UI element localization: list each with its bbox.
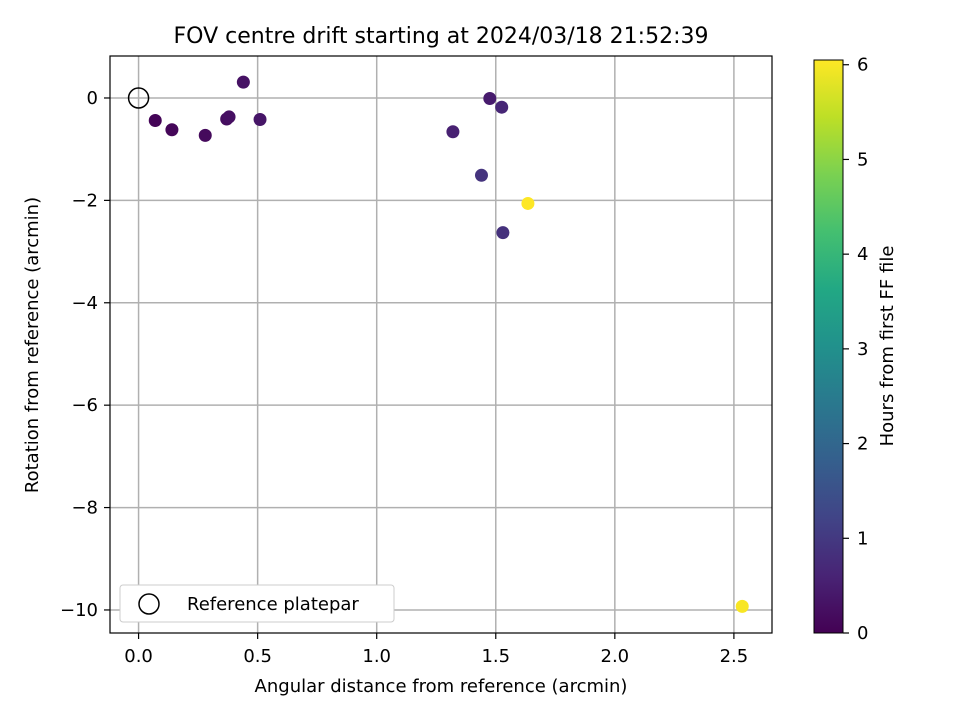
colorbar-tick-label: 4 <box>857 244 868 265</box>
data-point <box>446 125 460 139</box>
data-point <box>148 114 162 128</box>
grid-lines <box>110 56 772 633</box>
data-point <box>165 123 179 137</box>
legend: Reference platepar <box>119 584 395 623</box>
data-point <box>222 110 236 124</box>
x-tick-label: 1.5 <box>481 646 510 667</box>
x-axis-label: Angular distance from reference (arcmin) <box>255 676 628 697</box>
legend-box <box>119 584 395 623</box>
reference-marker <box>127 87 150 109</box>
data-point <box>474 168 488 182</box>
data-point <box>198 128 212 142</box>
colorbar-ticks: 0 1 2 3 4 5 6 <box>843 55 868 644</box>
plot-frame <box>109 55 773 634</box>
x-axis-ticks: 0.0 0.5 1.0 1.5 2.0 2.5 <box>124 633 748 667</box>
y-tick-label: −8 <box>71 498 98 519</box>
colorbar-label: Hours from first FF file <box>877 246 898 447</box>
data-point <box>735 599 749 613</box>
y-axis-ticks: 0 −2 −4 −6 −8 −10 <box>60 88 110 621</box>
x-tick-label: 0.5 <box>243 646 272 667</box>
chart-title: FOV centre drift starting at 2024/03/18 … <box>174 24 709 49</box>
colorbar-tick-label: 6 <box>857 55 868 76</box>
y-tick-label: −4 <box>71 293 98 314</box>
x-tick-label: 2.5 <box>720 646 749 667</box>
colorbar-tick-label: 5 <box>857 149 868 170</box>
data-point <box>483 91 497 105</box>
colorbar-tick-label: 3 <box>857 339 868 360</box>
colorbar-tick-label: 1 <box>857 528 868 549</box>
y-tick-label: −2 <box>71 190 98 211</box>
data-point <box>495 100 509 114</box>
x-tick-label: 2.0 <box>601 646 630 667</box>
x-tick-label: 0.0 <box>124 646 153 667</box>
y-tick-label: −6 <box>71 395 98 416</box>
data-point <box>521 196 535 210</box>
data-point <box>253 112 267 126</box>
colorbar-gradient <box>813 59 844 634</box>
y-tick-label: −10 <box>60 600 98 621</box>
legend-marker <box>138 593 160 615</box>
colorbar-tick-label: 2 <box>857 434 868 455</box>
data-point <box>236 75 250 89</box>
data-point <box>496 226 510 240</box>
colorbar-tick-label: 0 <box>857 623 868 644</box>
colorbar: 0 1 2 3 4 5 6 Hours from first FF file <box>813 55 898 644</box>
data-points <box>148 75 749 613</box>
x-tick-label: 1.0 <box>362 646 391 667</box>
y-tick-label: 0 <box>87 88 98 109</box>
y-axis-label: Rotation from reference (arcmin) <box>22 197 43 493</box>
legend-entry-reference: Reference platepar <box>187 594 359 615</box>
